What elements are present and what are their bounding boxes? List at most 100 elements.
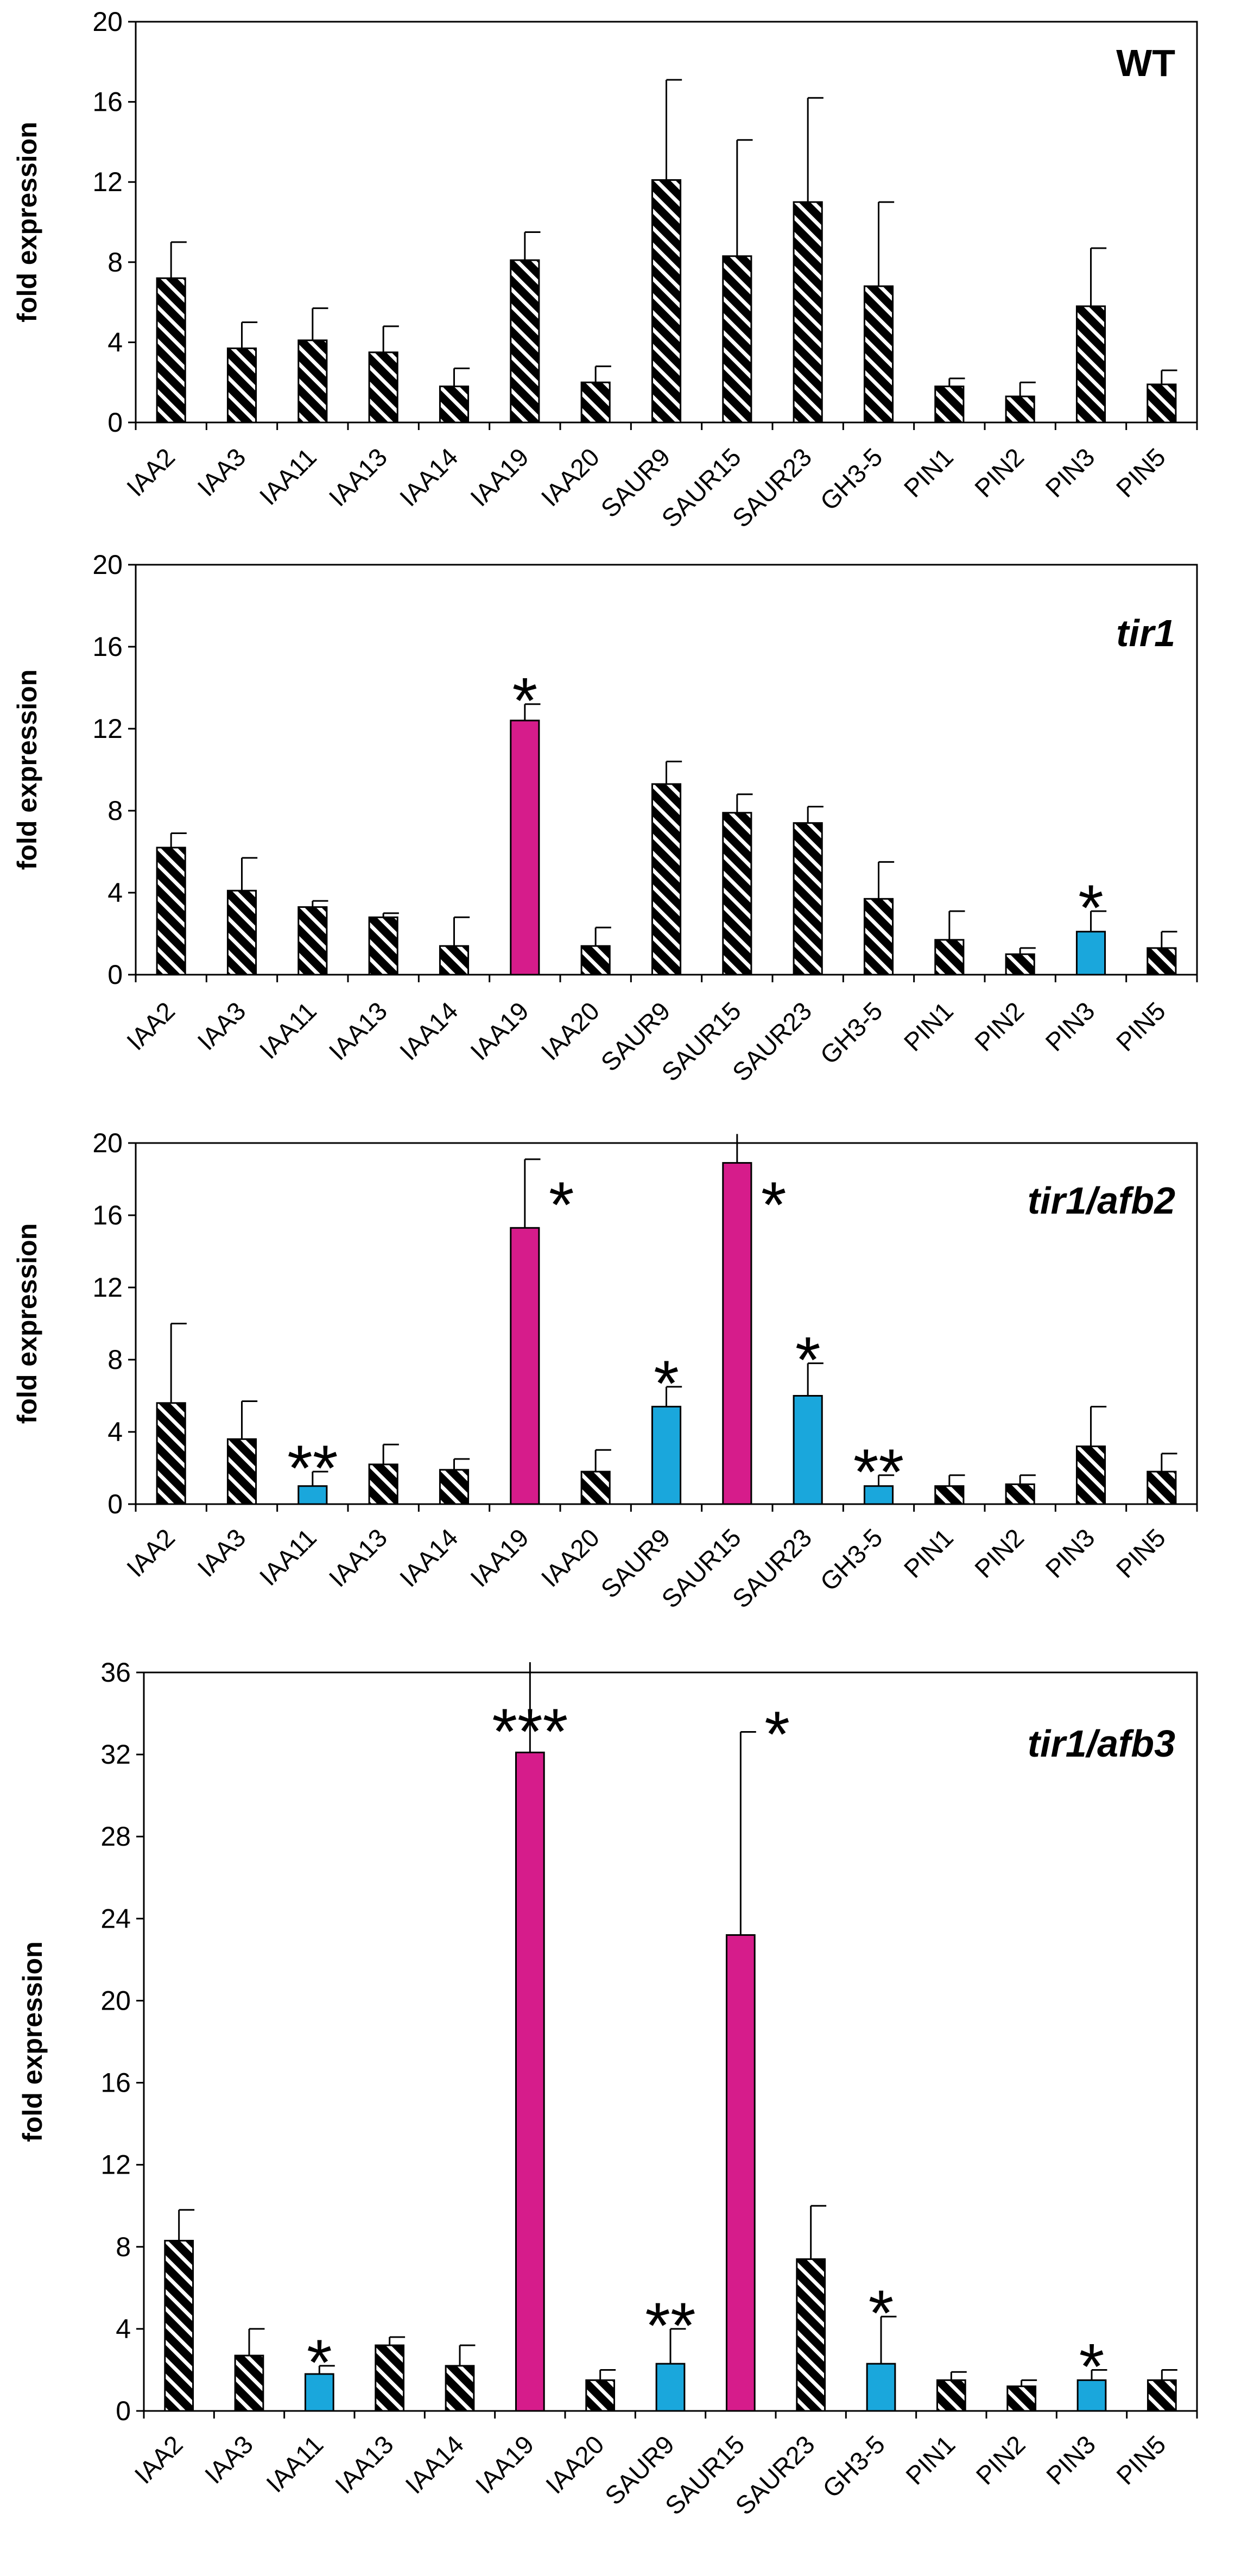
bar-pin2 (1005, 395, 1035, 424)
y-tick-label: 32 (100, 1739, 131, 1770)
category-label: IAA20 (540, 2430, 610, 2499)
category-label: PIN5 (1111, 1523, 1171, 1583)
bar-gh3-5 (866, 2363, 896, 2412)
category-label: IAA19 (470, 2430, 539, 2499)
bar-pin2 (1005, 953, 1035, 976)
y-tick-label: 8 (107, 795, 123, 826)
bar-iaa3 (234, 2354, 264, 2412)
y-tick-label: 36 (100, 1657, 131, 1688)
category-label: IAA19 (465, 1523, 534, 1593)
y-tick-label: 20 (92, 550, 123, 580)
category-label: IAA13 (323, 1523, 392, 1593)
bar-iaa13 (368, 351, 398, 424)
bar-saur23 (796, 2258, 826, 2412)
y-axis-label: fold expression (12, 1223, 42, 1424)
significance-marker: * (1079, 2330, 1105, 2403)
category-label: IAA20 (535, 1523, 605, 1593)
category-label: GH3-5 (814, 1523, 888, 1596)
category-label: PIN3 (1040, 443, 1100, 503)
significance-marker: * (1078, 872, 1104, 944)
bar-pin5 (1147, 1470, 1177, 1505)
category-label: IAA14 (400, 2430, 469, 2499)
bar-pin1 (936, 2379, 966, 2412)
bar-pin3 (1075, 305, 1106, 424)
bar-saur9 (651, 179, 682, 424)
category-label: IAA19 (465, 443, 534, 512)
category-label: IAA11 (254, 443, 322, 511)
category-label: GH3-5 (817, 2430, 890, 2503)
bar-iaa19 (510, 1227, 540, 1505)
y-tick-label: 12 (92, 1272, 123, 1303)
bar-iaa14 (439, 1469, 470, 1505)
bar-gh3-5 (863, 1485, 894, 1505)
bar-iaa11 (297, 906, 328, 976)
y-tick-label: 12 (92, 167, 123, 197)
panel-title: tir1/afb3 (1028, 1722, 1175, 1765)
category-label: PIN2 (969, 1523, 1029, 1583)
bar-iaa19 (510, 719, 540, 976)
y-tick-label: 16 (92, 1200, 123, 1230)
category-label: IAA3 (199, 2430, 259, 2490)
bar-pin3 (1075, 1445, 1106, 1505)
bar-pin1 (934, 1485, 965, 1505)
category-label: IAA2 (121, 443, 181, 502)
category-label: PIN1 (898, 443, 959, 503)
bar-iaa3 (226, 889, 257, 976)
category-label: PIN3 (1040, 1523, 1100, 1583)
category-label: PIN2 (970, 2430, 1030, 2490)
bar-pin5 (1147, 2379, 1177, 2412)
category-label: IAA11 (254, 1523, 322, 1592)
bar-pin2 (1006, 2385, 1037, 2412)
bar-iaa20 (580, 381, 611, 424)
bar-pin3 (1076, 2379, 1107, 2412)
category-label: PIN1 (900, 2430, 960, 2490)
y-tick-label: 20 (92, 7, 123, 37)
y-tick-label: 16 (100, 2068, 131, 2098)
category-label: IAA13 (323, 996, 392, 1066)
bar-iaa20 (580, 945, 611, 976)
category-label: SAUR23 (726, 443, 817, 533)
bar-saur23 (793, 201, 823, 424)
y-tick-label: 4 (116, 2314, 131, 2344)
bar-iaa3 (226, 347, 257, 424)
bar-iaa3 (226, 1438, 257, 1505)
y-tick-label: 4 (107, 327, 123, 357)
significance-marker: * (869, 2277, 894, 2350)
bar-iaa11 (297, 339, 328, 424)
category-label: SAUR23 (726, 996, 817, 1087)
significance-marker: ** (853, 1436, 904, 1508)
bar-iaa13 (368, 916, 398, 976)
y-tick-label: 0 (116, 2396, 131, 2426)
panel-title: WT (1116, 42, 1175, 84)
category-label: PIN2 (969, 443, 1029, 503)
y-tick-label: 0 (107, 1489, 123, 1519)
y-axis-label: fold expression (12, 122, 42, 323)
bar-pin1 (934, 939, 965, 976)
bar-saur9 (651, 783, 682, 976)
category-label: IAA20 (535, 443, 605, 512)
bar-iaa13 (375, 2344, 405, 2412)
significance-marker: *** (492, 1695, 568, 1768)
bar-pin5 (1147, 947, 1177, 976)
significance-marker: ** (287, 1432, 338, 1505)
y-tick-label: 28 (100, 1821, 131, 1852)
bar-saur15 (725, 1934, 756, 2412)
y-tick-label: 16 (92, 87, 123, 117)
category-label: PIN3 (1041, 2430, 1101, 2490)
panel-title: tir1/afb2 (1028, 1179, 1175, 1222)
y-tick-label: 0 (107, 959, 123, 990)
chart-panel-4: 0 4 8 12 16 20 24 28 32 36 fold expression tir1/afb… (17, 1657, 1198, 2520)
category-label: IAA14 (394, 1523, 464, 1593)
panel-title: tir1 (1116, 612, 1175, 654)
bar-pin5 (1147, 383, 1177, 424)
bar-iaa14 (439, 945, 470, 976)
category-label: IAA11 (261, 2430, 329, 2498)
bar-saur9 (651, 1405, 682, 1505)
bar-iaa2 (156, 277, 186, 424)
category-label: IAA14 (394, 996, 464, 1066)
category-label: SAUR23 (726, 1523, 817, 1614)
category-label: IAA20 (535, 996, 605, 1066)
y-tick-label: 4 (107, 877, 123, 908)
category-label: PIN5 (1111, 443, 1171, 503)
